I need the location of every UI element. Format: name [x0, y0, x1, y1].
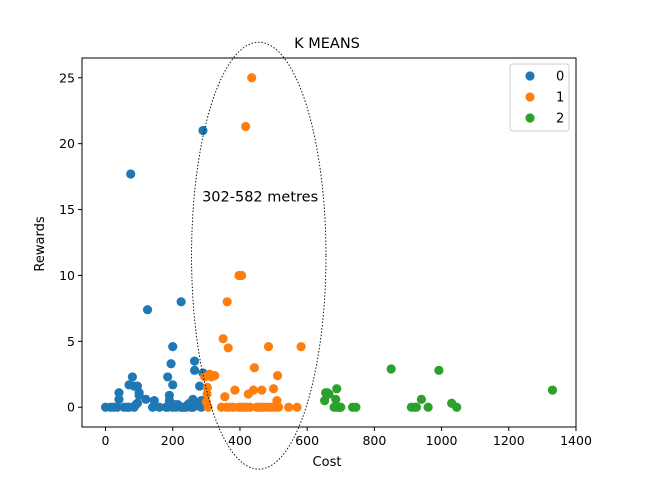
data-point	[126, 169, 136, 179]
data-point	[248, 385, 258, 395]
data-point	[434, 365, 444, 375]
x-tick-label: 1200	[493, 433, 525, 448]
series-1	[200, 73, 306, 412]
legend-marker-1	[525, 92, 535, 102]
data-point	[331, 394, 341, 404]
data-point	[222, 297, 232, 307]
data-point	[112, 402, 122, 412]
chart-title: K MEANS	[294, 36, 360, 52]
y-tick-label: 0	[67, 400, 75, 415]
legend-label-1: 1	[556, 91, 564, 106]
data-point	[168, 342, 178, 352]
data-point	[249, 363, 259, 373]
legend-marker-0	[525, 71, 535, 81]
data-point	[411, 402, 421, 412]
data-point	[386, 364, 396, 374]
x-tick-label: 800	[362, 433, 386, 448]
data-point	[296, 342, 306, 352]
data-point	[416, 394, 427, 404]
data-point	[273, 402, 284, 412]
data-point	[114, 394, 124, 404]
data-point	[195, 381, 205, 391]
x-axis-label: Cost	[313, 455, 342, 470]
data-point	[154, 402, 164, 412]
legend-box	[509, 63, 570, 132]
y-tick-label: 15	[59, 202, 75, 217]
x-tick-label: 600	[295, 433, 319, 448]
data-point	[230, 385, 240, 395]
data-point	[166, 359, 176, 369]
data-point	[257, 385, 267, 395]
x-tick-label: 0	[102, 433, 110, 448]
x-tick-label: 400	[228, 433, 252, 448]
series-2	[320, 364, 558, 412]
x-tick-label: 200	[161, 433, 185, 448]
data-point	[210, 371, 220, 381]
data-point	[202, 382, 212, 393]
data-point	[292, 402, 302, 412]
data-point	[220, 392, 230, 402]
data-point	[272, 371, 283, 381]
legend-label-2: 2	[556, 112, 564, 127]
data-point	[247, 73, 257, 83]
y-tick-label: 20	[59, 136, 75, 151]
data-point	[149, 396, 159, 406]
annotation-ellipse	[191, 41, 327, 470]
data-point	[245, 402, 255, 412]
data-point	[452, 402, 462, 412]
legend-label-0: 0	[556, 70, 564, 85]
data-point	[320, 396, 330, 406]
data-point	[202, 389, 212, 399]
y-tick-label: 25	[59, 70, 75, 85]
plot-frame	[81, 57, 577, 428]
data-point	[223, 343, 233, 353]
x-tick-label: 1400	[560, 433, 592, 448]
data-point	[163, 372, 173, 382]
x-tick-label: 1000	[426, 433, 458, 448]
data-point	[423, 402, 433, 412]
data-point	[142, 305, 153, 315]
data-point	[218, 334, 228, 344]
data-point	[547, 385, 558, 395]
annotation-text: 302-582 metres	[202, 189, 318, 205]
data-point	[336, 402, 346, 412]
data-point	[189, 356, 200, 366]
data-point	[134, 388, 144, 398]
y-tick-label: 10	[59, 268, 75, 283]
data-point	[332, 384, 342, 394]
data-point	[114, 388, 124, 398]
y-axis-label: Rewards	[33, 216, 48, 271]
data-point	[237, 270, 247, 281]
data-point	[141, 394, 151, 404]
legend-marker-2	[525, 113, 535, 123]
data-point	[176, 297, 186, 307]
data-point	[241, 121, 251, 132]
y-tick-label: 5	[67, 334, 75, 349]
data-point	[268, 384, 279, 394]
data-point	[263, 342, 274, 352]
data-point	[168, 380, 178, 390]
data-point	[132, 398, 143, 408]
data-point	[127, 372, 138, 382]
data-point	[198, 125, 208, 136]
data-point	[324, 389, 334, 399]
series-0	[100, 125, 210, 412]
data-point	[284, 402, 294, 412]
plot-area: 0 200 400 600 800 1000 1200 14000510152025302-5…	[59, 41, 592, 470]
legend: 0 1 2	[509, 63, 570, 132]
data-point	[189, 365, 200, 375]
data-point	[351, 402, 361, 412]
